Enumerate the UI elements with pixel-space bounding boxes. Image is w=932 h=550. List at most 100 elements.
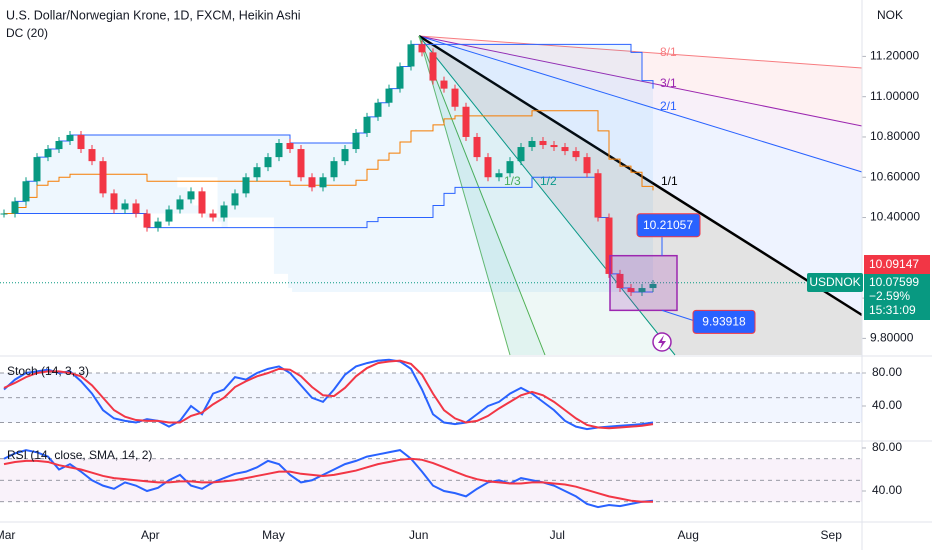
x-tick-label: Jun (409, 528, 428, 542)
fan-line (418, 35, 546, 356)
quote-labels: USDNOK 10.09147 10.07599 −2.59% 15:31:09 (807, 255, 930, 320)
candle-body (110, 193, 118, 210)
candle-body (495, 173, 503, 178)
candle-body (176, 199, 184, 210)
candle-body (220, 205, 228, 218)
candle-body (99, 161, 107, 194)
candle-body (66, 134, 74, 141)
candle-body (121, 203, 129, 210)
candle-body (572, 151, 580, 158)
channel-upper (4, 43, 654, 215)
candle-body (429, 52, 437, 81)
candle-body (627, 288, 635, 293)
level-band (0, 373, 862, 423)
change-label: −2.59% (869, 289, 910, 303)
candle-body (517, 147, 525, 162)
candle-body (528, 140, 536, 148)
candle-body (308, 177, 316, 188)
last-label: 10.07599 (869, 275, 919, 289)
candle-body (341, 149, 349, 162)
candle-body (451, 88, 459, 107)
candle-body (209, 213, 217, 218)
candle-body (638, 288, 646, 293)
x-tick-label: Apr (141, 528, 160, 542)
candle-body (418, 44, 426, 53)
y-tick-label: 11.00000 (870, 89, 919, 103)
candle-body (44, 149, 52, 158)
x-tick-label: Sep (821, 528, 843, 542)
candle-body (550, 145, 558, 148)
box-high-bg (636, 213, 701, 238)
candle-body (55, 140, 63, 150)
candle-body (484, 157, 492, 178)
candle-body (385, 88, 393, 103)
range-box (609, 254, 678, 312)
candle-body (407, 44, 415, 67)
candle-body (616, 273, 624, 289)
y-tick-label: 40.00 (872, 398, 902, 412)
box-high-label: 10.21057 (643, 218, 693, 232)
marker-label: 10.09147 (869, 257, 919, 271)
marker-label-bg (864, 255, 930, 274)
y-tick-label: 40.00 (872, 483, 902, 497)
y-tick-label: 80.00 (872, 440, 902, 454)
y-tick-label: 10.40000 (870, 210, 920, 224)
candle-body (396, 66, 404, 89)
fan-line (418, 35, 863, 127)
x-tick-label: Jul (550, 528, 565, 542)
candle-body (143, 213, 151, 228)
channel-fill (4, 44, 653, 293)
symbol-title: U.S. Dollar/Norwegian Krone, 1D, FXCM, H… (6, 8, 301, 22)
fan-label: 3/1 (660, 76, 677, 90)
price-pane: 11.20000 11.00000 10.80000 10.60000 10.40000… (0, 40, 920, 345)
y-tick-label: 10.80000 (870, 129, 920, 143)
candle-body (605, 217, 613, 274)
symbol-label: USDNOK (809, 275, 860, 289)
symbol-label-bg (807, 273, 863, 292)
indicator-panes: 80.00 40.00 80.00 40.00 (0, 358, 902, 509)
box-leader (661, 309, 694, 321)
indicator-title: DC (20) (6, 26, 48, 40)
candle-body (231, 193, 239, 206)
fan-line (418, 35, 863, 173)
candle-body (0, 213, 8, 215)
candle-body (154, 221, 162, 228)
candle-body (539, 140, 547, 146)
candle-body (473, 136, 481, 158)
candle-body (297, 149, 305, 178)
candle-body (165, 209, 173, 222)
candle-body (462, 106, 470, 137)
candle-body (319, 177, 327, 188)
alert-bolt (658, 335, 666, 349)
x-tick-label: Mar (0, 528, 15, 542)
candle-body (275, 143, 283, 158)
candle-body (374, 102, 382, 117)
candle-body (253, 167, 261, 178)
fan-label: 1/1 (661, 174, 678, 188)
candle-body (352, 132, 360, 150)
fan-label: 2/1 (660, 99, 677, 113)
y-tick-label: 10.60000 (870, 169, 920, 183)
countdown-label: 15:31:09 (869, 303, 916, 317)
rsi-title: RSI (14, close, SMA, 14, 2) (7, 448, 152, 462)
candle-body (11, 201, 19, 214)
candle-body (649, 284, 657, 289)
channel-basis (4, 110, 654, 215)
candle-body (77, 134, 85, 150)
candle-body (506, 161, 514, 174)
candle-body (583, 157, 591, 174)
candle-body (594, 173, 602, 218)
currency: NOK (877, 8, 903, 22)
candle-body (440, 80, 448, 89)
channel-lower (4, 176, 653, 293)
last-label-bg (864, 274, 930, 320)
candle-body (363, 116, 371, 133)
candle-body (198, 191, 206, 214)
candle-body (561, 147, 569, 152)
y-tick-label: 80.00 (872, 365, 902, 379)
y-tick-label: 11.20000 (870, 49, 919, 63)
y-tick-label: 9.80000 (870, 331, 914, 345)
candle-body (264, 157, 272, 168)
